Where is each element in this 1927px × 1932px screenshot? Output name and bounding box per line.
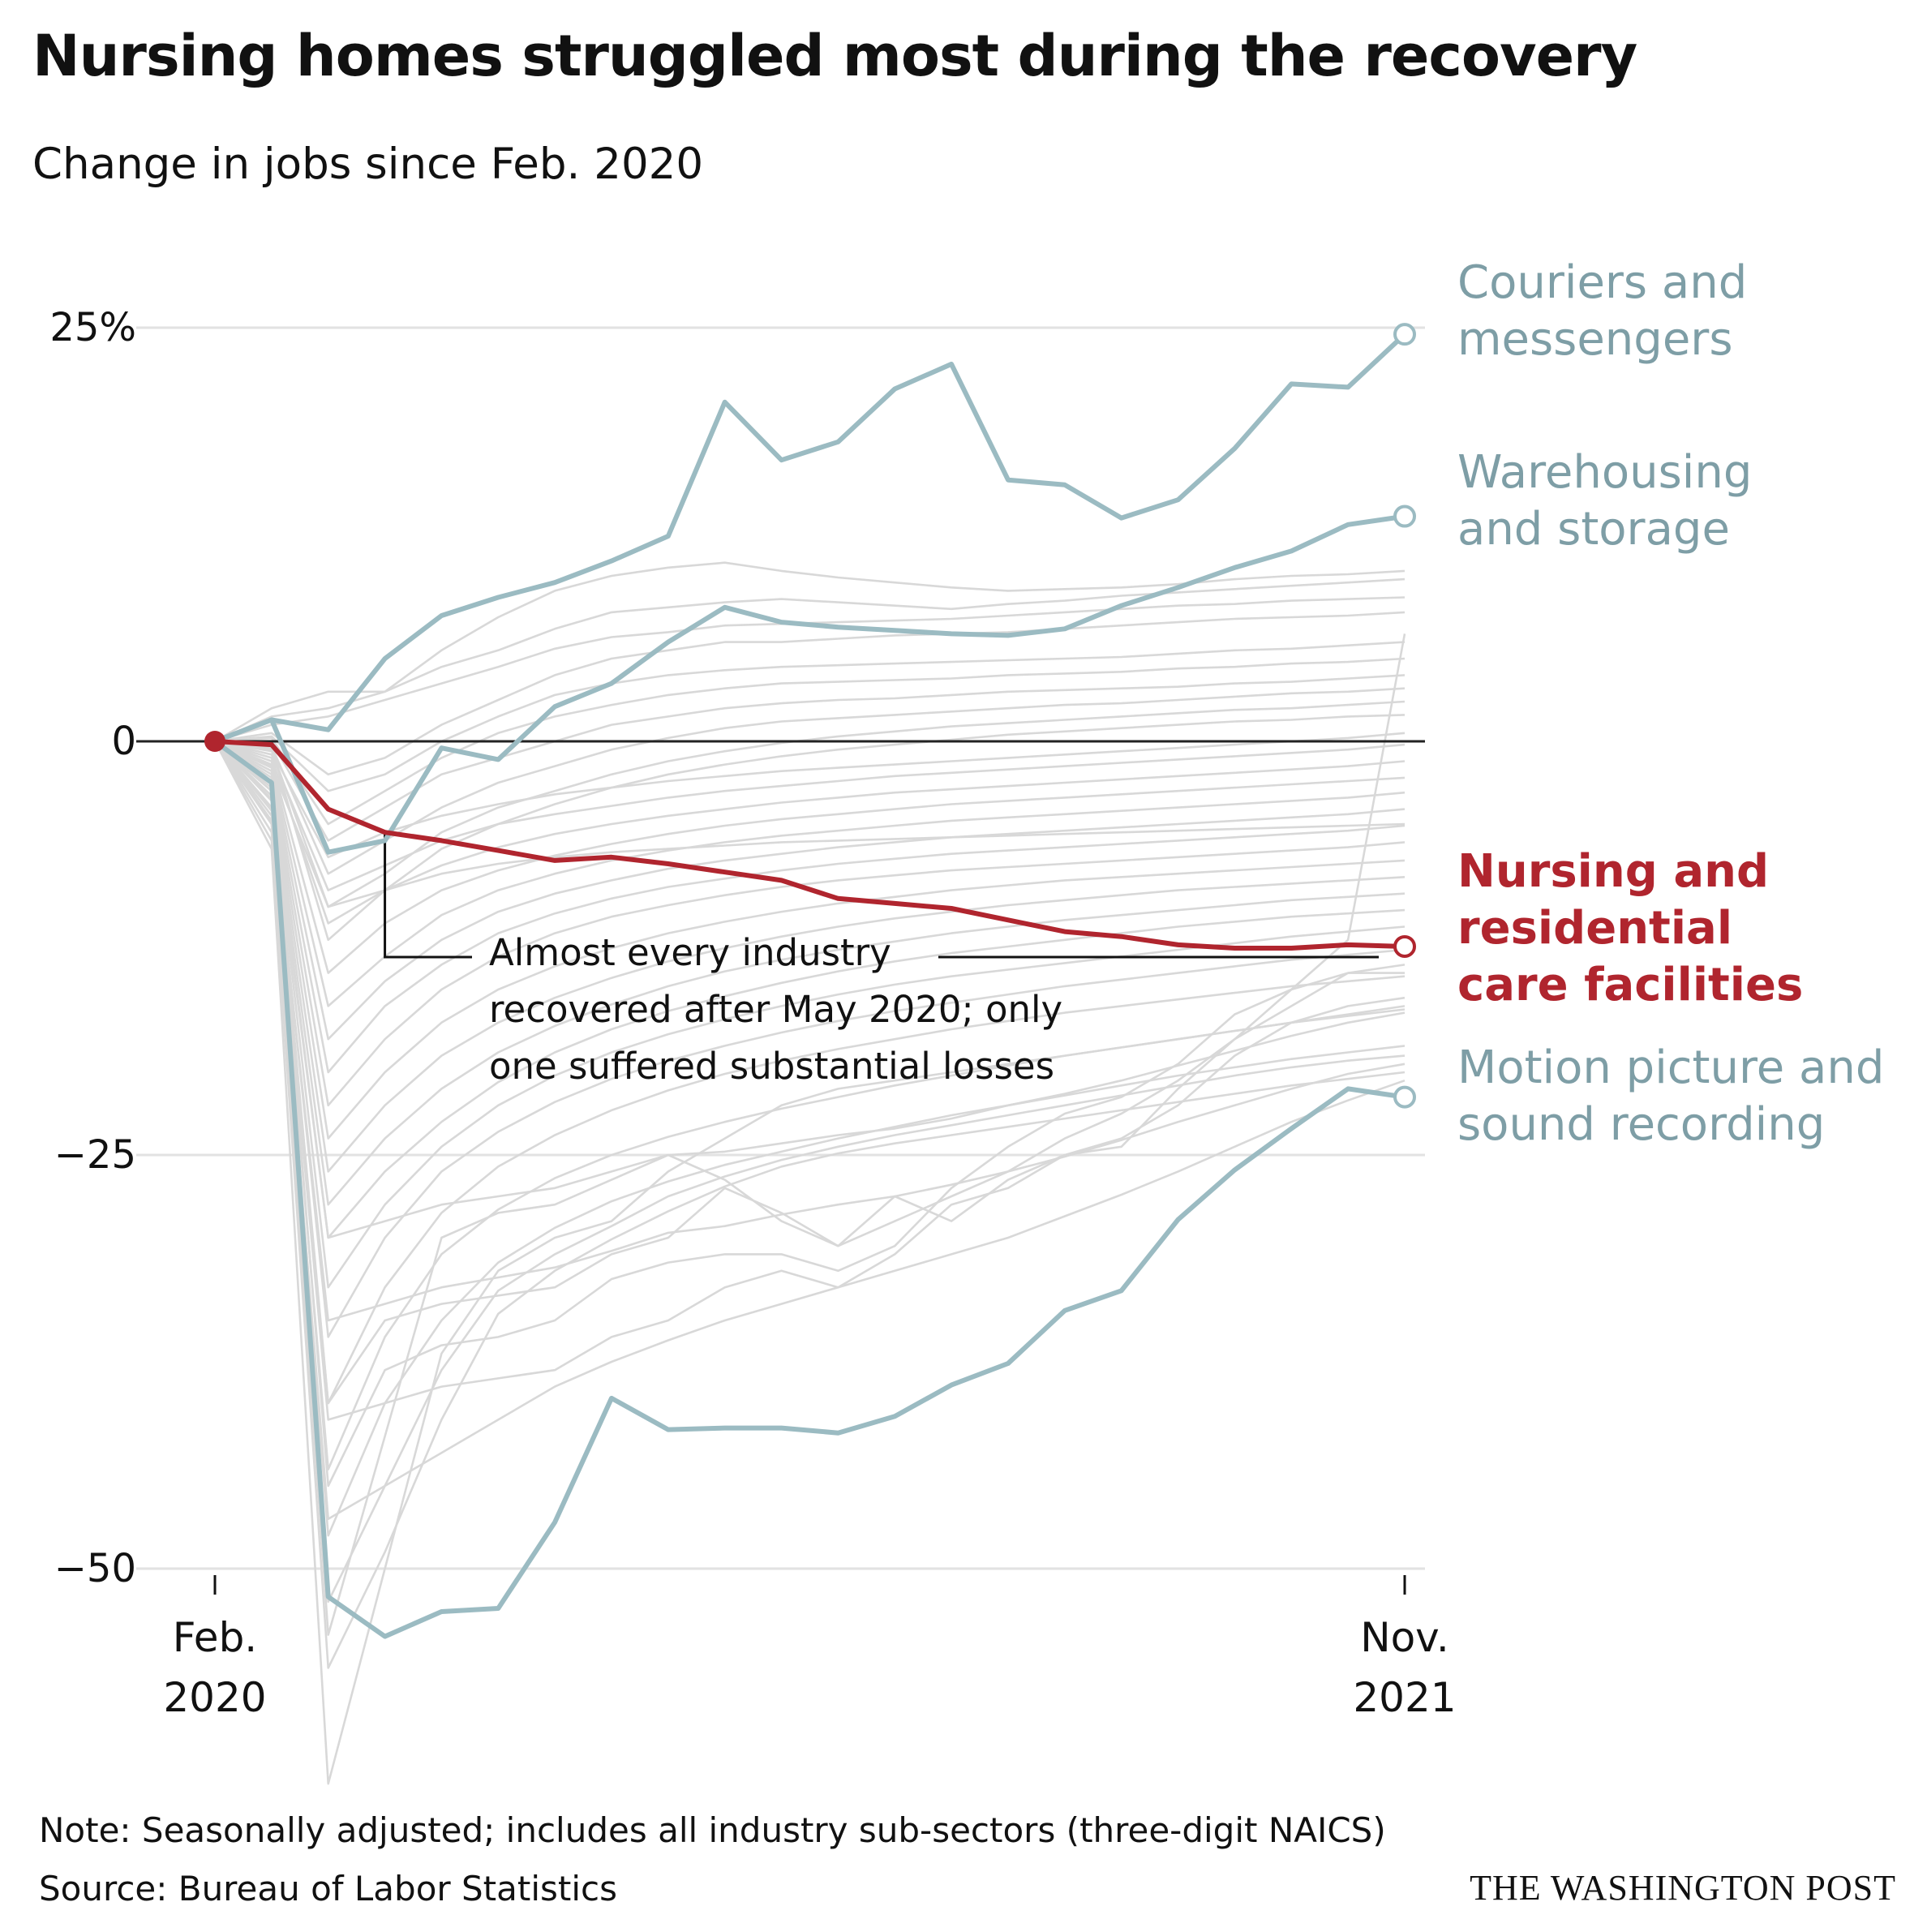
industry-line — [214, 740, 1406, 1173]
series-label-nursing-and-residential-care-facilities: Nursing and residential care facilities — [1457, 845, 1803, 1011]
series-label-line: messengers — [1457, 313, 1733, 366]
footer-source: Source: Bureau of Labor Statistics — [39, 1869, 618, 1908]
end-marker-warehousing-and-storage — [1393, 504, 1416, 528]
x-tick-label-line: 2021 — [1353, 1674, 1456, 1721]
series-line-nursing-and-residential-care-facilities — [214, 739, 1406, 951]
annotation-leader — [384, 832, 1379, 959]
end-marker-couriers-and-messengers — [1393, 323, 1416, 346]
industry-line — [214, 740, 1406, 1041]
x-tick-label: Feb. 2020 — [163, 1614, 266, 1721]
industry-line — [214, 741, 1406, 1239]
annotation-line-1: Almost every industry — [489, 931, 891, 974]
end-marker-nursing-and-residential-care-facilities — [1393, 934, 1416, 958]
x-tick-label-line: Feb. — [173, 1614, 257, 1661]
y-tick-label: 0 — [111, 719, 136, 764]
series-label-line: and storage — [1457, 503, 1730, 556]
y-gridlines — [136, 326, 1425, 1570]
industry-line — [214, 741, 1405, 1405]
industry-line — [214, 741, 1406, 1421]
industry-line — [214, 740, 1406, 891]
y-tick-label: −50 — [54, 1546, 136, 1591]
footer-note: Note: Seasonally adjusted; includes all … — [39, 1810, 1386, 1850]
y-tick-label: 25% — [49, 305, 136, 350]
y-axis-ticks: 25% 0 −25 −50 — [49, 305, 136, 1591]
industry-line — [214, 740, 1406, 1074]
series-line-motion-picture-and-sound-recording — [213, 739, 1406, 1639]
industry-line — [214, 741, 1406, 1338]
series-labels: Couriers and messengers Warehousing and sto… — [1457, 256, 1884, 1151]
series-line-couriers-and-messengers — [213, 333, 1407, 744]
x-tick-label-line: 2020 — [163, 1674, 266, 1721]
chart-title: Nursing homes struggled most during the … — [32, 23, 1637, 89]
series-label-warehousing-and-storage: Warehousing and storage — [1457, 446, 1752, 556]
industry-line — [214, 577, 1406, 743]
x-tick-label: Nov. 2021 — [1353, 1614, 1456, 1721]
series-label-line: care facilities — [1457, 959, 1803, 1011]
industry-line — [214, 732, 1406, 859]
industry-line — [213, 741, 1406, 1537]
series-label-motion-picture-and-sound-recording: Motion picture and sound recording — [1457, 1041, 1884, 1151]
industry-line — [214, 657, 1406, 826]
series-label-line: Nursing and — [1457, 845, 1769, 898]
annotation-line-3: one suffered substantial losses — [489, 1045, 1054, 1088]
annotation-text: Almost every industry recovered after Ma… — [489, 931, 1074, 1088]
other-industry-lines — [213, 561, 1406, 1785]
industry-line — [214, 641, 1406, 792]
industry-line — [214, 741, 1406, 1405]
industry-line — [214, 740, 1406, 974]
industry-line — [214, 740, 1406, 925]
series-label-line: Couriers and — [1457, 256, 1747, 309]
series-label-line: residential — [1457, 902, 1732, 955]
industry-line — [214, 740, 1406, 1140]
series-label-line: Warehousing — [1457, 446, 1752, 499]
industry-line — [213, 741, 1406, 1669]
industry-line — [213, 741, 1406, 1521]
industry-line — [214, 740, 1406, 1488]
end-marker-motion-picture-and-sound-recording — [1393, 1085, 1416, 1109]
industry-line — [213, 741, 1406, 1785]
industry-line — [214, 740, 1406, 908]
series-end-markers — [204, 323, 1416, 1109]
series-label-line: Motion picture and — [1457, 1041, 1884, 1094]
series-label-line: sound recording — [1457, 1098, 1825, 1151]
industry-line — [214, 740, 1406, 1007]
series-line-warehousing-and-storage — [213, 513, 1406, 855]
industry-line — [213, 633, 1406, 1636]
industry-line — [214, 741, 1406, 1239]
highlighted-series — [213, 333, 1407, 1639]
industry-line — [214, 687, 1406, 875]
industry-line — [214, 714, 1406, 942]
publisher-credit: THE WASHINGTON POST — [1470, 1868, 1896, 1908]
x-axis-ticks: Feb. 2020 Nov. 2021 — [163, 1575, 1457, 1721]
industry-line — [213, 741, 1406, 1322]
industry-line — [214, 611, 1406, 776]
x-tick-label-line: Nov. — [1360, 1614, 1449, 1661]
series-label-couriers-and-messengers: Couriers and messengers — [1457, 256, 1747, 366]
annotation-line-2: recovered after May 2020; only — [489, 988, 1062, 1031]
chart-subtitle: Change in jobs since Feb. 2020 — [32, 140, 704, 189]
annotation-leader-left — [384, 832, 472, 959]
industry-line — [214, 561, 1406, 743]
start-marker — [204, 731, 225, 752]
industry-line — [214, 740, 1406, 1206]
industry-line — [214, 740, 1406, 1107]
y-tick-label: −25 — [54, 1132, 136, 1178]
